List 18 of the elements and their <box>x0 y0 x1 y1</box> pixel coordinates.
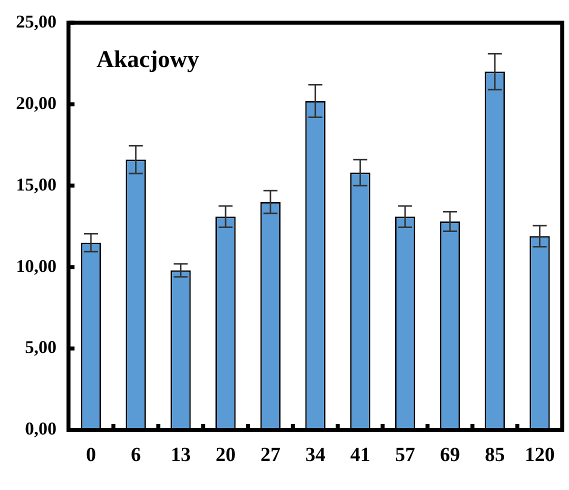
x-tick-label: 27 <box>260 444 280 466</box>
y-tick-label: 0,00 <box>25 418 56 439</box>
x-tick-label: 69 <box>440 444 460 466</box>
x-tick-label: 57 <box>395 444 416 466</box>
y-tick-label: 25,00 <box>16 11 56 32</box>
x-tick-label: 120 <box>524 444 555 466</box>
x-tick-label: 0 <box>86 444 96 466</box>
x-tick-label: 13 <box>170 444 191 466</box>
x-tick-label: 34 <box>305 444 326 466</box>
x-tick-label: 20 <box>216 444 236 466</box>
y-tick-label: 5,00 <box>25 337 56 358</box>
x-tick-label: 6 <box>130 444 141 466</box>
x-tick-label: 85 <box>484 444 505 466</box>
y-tick-label: 20,00 <box>16 92 56 113</box>
text: Akacjowy <box>96 47 200 74</box>
y-tick-label: 10,00 <box>16 256 56 276</box>
x-tick-label: 41 <box>350 444 370 466</box>
y-tick-label: 15,00 <box>16 174 56 194</box>
